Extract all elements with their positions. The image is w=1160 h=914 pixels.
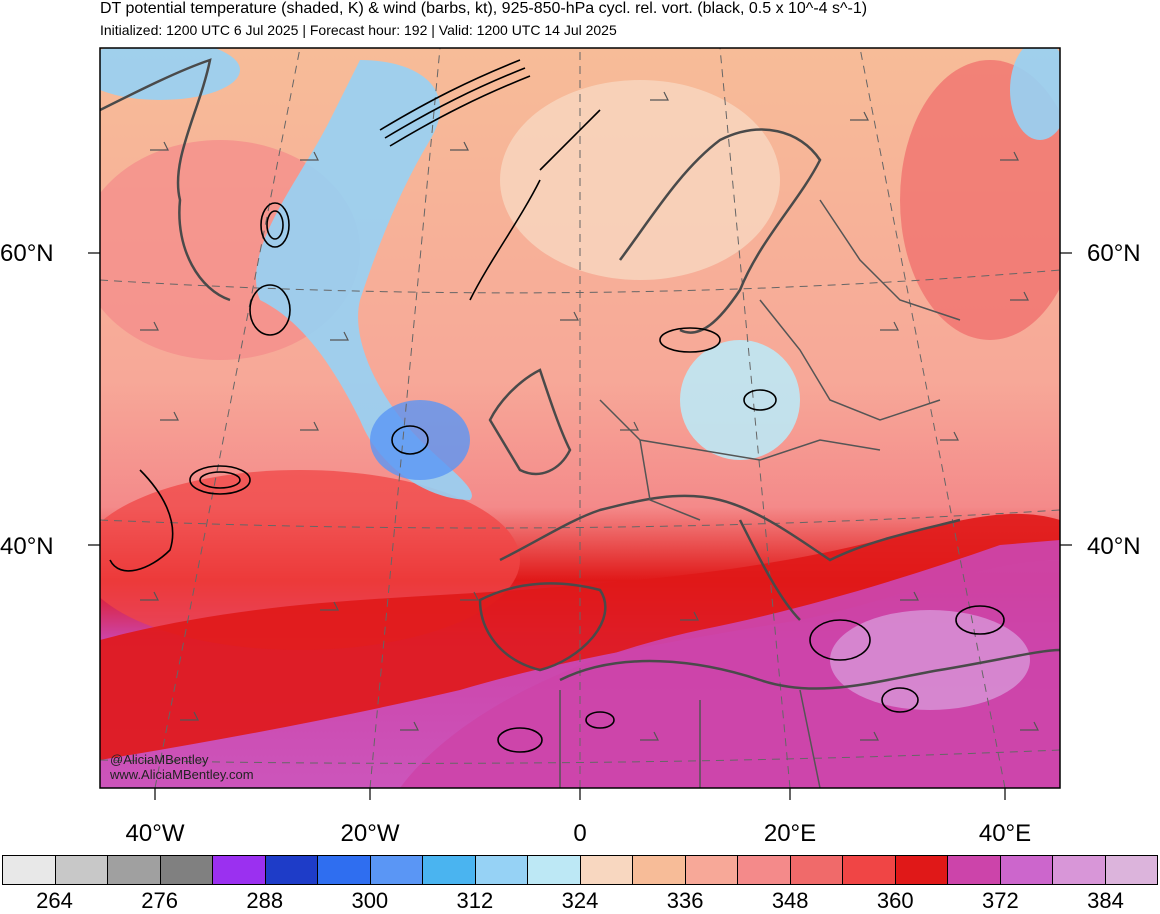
colorbar-cell	[423, 856, 476, 884]
watermark-handle: @AliciaMBentley	[110, 752, 209, 767]
hot-band-mediterranean	[100, 513, 1060, 760]
cool-region-nw-corner	[100, 48, 240, 100]
warm-region-russia	[900, 60, 1060, 340]
watermark-site: www.AliciaMBentley.com	[110, 767, 254, 782]
colorbar-tick-label: 384	[1087, 888, 1124, 913]
colorbar-cell	[948, 856, 1001, 884]
vorticity-contours	[109, 59, 1005, 753]
colorbar-tick-label: 336	[666, 888, 704, 913]
colorbar-cell	[160, 856, 213, 884]
chart-subtitle: Initialized: 1200 UTC 6 Jul 2025 | Forec…	[100, 22, 617, 38]
colorbar-cell	[580, 856, 633, 884]
colorbar-tick-label: 264	[36, 888, 73, 913]
colorbar-cell	[1000, 856, 1053, 884]
map-area	[100, 48, 1060, 788]
very-hot-core	[830, 610, 1030, 710]
colorbar-tick-label: 348	[771, 888, 809, 913]
colorbar-cell	[1053, 856, 1106, 884]
chart-title: DT potential temperature (shaded, K) & w…	[100, 0, 868, 17]
colorbar-tick-label: 288	[246, 888, 284, 913]
colorbar-cell	[265, 856, 318, 884]
colorbar-cell	[790, 856, 843, 884]
colorbar-cell	[685, 856, 738, 884]
colorbar-cell	[738, 856, 791, 884]
colorbar-cell	[55, 856, 108, 884]
colorbar-tick-label: 360	[876, 888, 914, 913]
cool-region-baltic	[680, 340, 800, 460]
colorbar-cell	[108, 856, 161, 884]
colorbar-cell	[1105, 856, 1157, 884]
lon-label-0: 0	[573, 820, 587, 847]
colorbar-cell	[213, 856, 266, 884]
lat-label-40n-left: 40°N	[0, 533, 54, 560]
colorbar-tick-label: 312	[456, 888, 494, 913]
colorbar-tick-label: 372	[982, 888, 1019, 913]
colorbar-tick-label: 300	[351, 888, 389, 913]
mild-region-scandinavia	[500, 80, 780, 280]
lat-label-60n-right: 60°N	[1087, 240, 1141, 267]
lon-label-20e: 20°E	[763, 820, 817, 847]
colorbar-cell	[475, 856, 528, 884]
colorbar-cell	[528, 856, 581, 884]
colorbar-cell	[318, 856, 371, 884]
cool-region-ne-corner	[1010, 48, 1060, 140]
colorbar-tick-label: 276	[141, 888, 178, 913]
lon-label-40e: 40°E	[978, 820, 1032, 847]
lat-label-40n-right: 40°N	[1087, 533, 1141, 560]
colorbar	[2, 855, 1158, 885]
colorbar-cell	[3, 856, 56, 884]
lon-label-40w: 40°W	[125, 820, 185, 847]
lon-label-20w: 20°W	[340, 820, 400, 847]
colorbar-cell	[633, 856, 686, 884]
axis-ticks	[88, 252, 1072, 800]
coastlines	[100, 58, 1060, 690]
graticule	[100, 48, 1060, 788]
colorbar-cell	[843, 856, 896, 884]
colorbar-cell	[895, 856, 948, 884]
country-borders	[559, 199, 961, 788]
colorbar-cell	[370, 856, 423, 884]
wind-barbs	[140, 91, 1039, 741]
colorbar-tick-label: 324	[561, 888, 599, 913]
cool-region-iceland-sea	[256, 60, 472, 500]
cool-region-west-europe	[370, 400, 470, 480]
very-hot-region-africa-mideast	[400, 540, 1060, 788]
lat-label-60n-left: 60°N	[0, 240, 54, 267]
